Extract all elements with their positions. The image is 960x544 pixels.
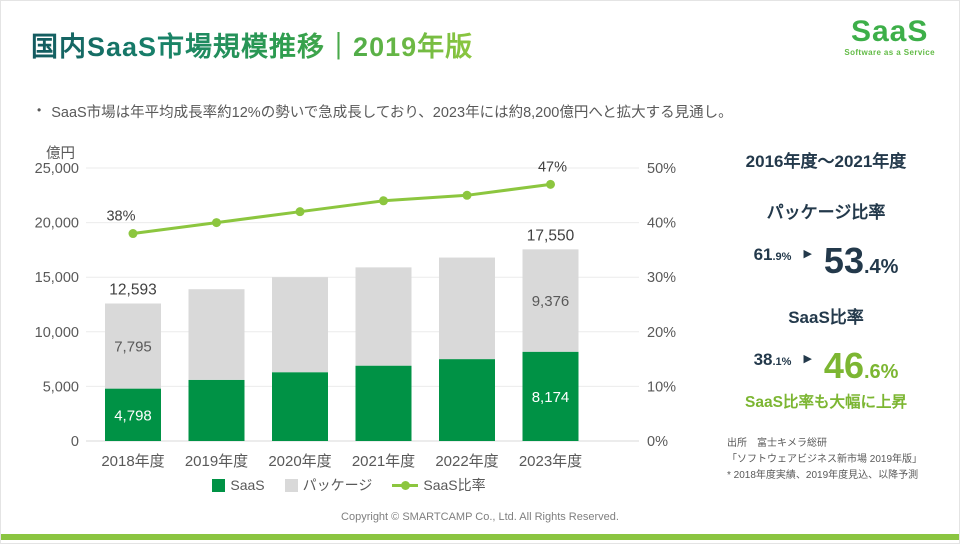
saas-ratio-to: 46.6% xyxy=(823,345,899,386)
y-axis-tick-left: 20,000 xyxy=(35,216,79,232)
saas-value-label: 8,174 xyxy=(532,389,570,406)
legend-item-package: パッケージ xyxy=(284,475,373,495)
source-line: 出所 富士キメラ総研 xyxy=(727,438,827,449)
saas-ratio-change: 38.1% ▶ 46.6% xyxy=(754,348,899,384)
saas-logo: SaaS Software as a Service xyxy=(844,17,935,57)
y-axis-tick-left: 10,000 xyxy=(35,325,79,341)
package-ratio-from: 61.9% xyxy=(753,245,792,264)
bar-total-label: 12,593 xyxy=(109,281,156,298)
x-axis-label: 2019年度 xyxy=(185,453,248,470)
highlight-panel: 2016年度～2021年度 パッケージ比率 61.9% ▶ 53.4% SaaS… xyxy=(701,147,951,484)
panel-note: SaaS比率も大幅に上昇 xyxy=(745,394,907,411)
bar-package-2023年度 xyxy=(522,249,579,352)
saas-value-label: 4,798 xyxy=(114,407,152,424)
bar-package-2022年度 xyxy=(439,257,495,360)
arrow-right-icon: ▶ xyxy=(803,353,812,365)
bottom-accent-bar xyxy=(1,534,959,540)
bar-package-2019年度 xyxy=(188,289,245,380)
y-axis-tick-left: 5,000 xyxy=(43,379,79,395)
ratio-point xyxy=(128,229,138,239)
legend-label-saas: SaaS xyxy=(230,477,265,493)
bar-total-label: 17,550 xyxy=(527,227,575,244)
page-title-text: 国内SaaS市場規模推移｜2019年版 xyxy=(31,32,474,62)
saas-ratio-from: 38.1% xyxy=(753,350,792,369)
legend-label-package: パッケージ xyxy=(302,477,373,493)
y-axis-tick-right: 10% xyxy=(647,379,676,395)
ratio-point xyxy=(295,207,305,217)
y-axis-tick-right: 0% xyxy=(647,434,668,450)
y-axis-tick-left: 15,000 xyxy=(35,270,79,286)
bar-package-2018年度 xyxy=(105,303,161,389)
y-axis-tick-left: 25,000 xyxy=(35,161,79,177)
source-line: * 2018年度実績、2019年度見込、以降予測 xyxy=(727,470,919,481)
arrow-right-icon: ▶ xyxy=(803,248,812,260)
package-value-label: 7,795 xyxy=(114,339,152,356)
legend-item-ratio: SaaS比率 xyxy=(392,475,486,495)
market-size-chart: 億円 0 5,000 10,000 15,000 20,000 25,000 0% 10% 20%… xyxy=(19,137,679,487)
bar-saas-2019年度 xyxy=(188,379,245,441)
ratio-point xyxy=(462,190,472,200)
bullet-marker-icon: • xyxy=(37,103,42,117)
x-axis-label: 2021年度 xyxy=(352,453,415,470)
package-ratio-title: パッケージ比率 xyxy=(766,203,886,222)
saas-logo-subtext: Software as a Service xyxy=(844,48,935,57)
x-axis-label: 2022年度 xyxy=(435,453,498,470)
y-axis-tick-right: 30% xyxy=(647,270,676,286)
legend-item-saas: SaaS xyxy=(212,477,265,493)
ratio-point xyxy=(379,196,388,206)
package-swatch-icon xyxy=(284,478,298,492)
package-value-label: 9,376 xyxy=(532,293,570,310)
ratio-point xyxy=(212,218,221,228)
panel-period: 2016年度～2021年度 xyxy=(745,152,907,171)
chart-legend: SaaS パッケージ SaaS比率 xyxy=(19,475,679,495)
stacked-bar-line-chart: 億円 0 5,000 10,000 15,000 20,000 25,000 0% 10% 20%… xyxy=(35,145,676,470)
y-axis-tick-right: 20% xyxy=(647,325,676,341)
ratio-point xyxy=(546,179,555,189)
source-note: 出所 富士キメラ総研 「ソフトウェアビジネス新市場 2019年版」 * 2018… xyxy=(727,436,922,484)
ratio-line xyxy=(131,182,552,236)
ratio-value-label: 38% xyxy=(106,209,135,225)
bar-saas-2021年度 xyxy=(355,365,412,441)
ratio-value-label: 47% xyxy=(538,159,567,175)
bar-saas-2020年度 xyxy=(272,372,328,441)
bar-package-2020年度 xyxy=(272,277,328,373)
bar-saas-2022年度 xyxy=(439,359,495,441)
x-axis-label: 2023年度 xyxy=(519,453,582,470)
x-axis-label: 2018年度 xyxy=(101,453,164,470)
summary-text: SaaS市場は年平均成長率約12%の勢いで急成長しており、2023年には約8,2… xyxy=(51,105,733,121)
package-ratio-change: 61.9% ▶ 53.4% xyxy=(754,243,899,279)
x-axis-label: 2020年度 xyxy=(268,453,331,470)
package-ratio-to: 53.4% xyxy=(823,240,899,281)
y-axis-tick-left: 0 xyxy=(71,434,79,450)
source-line: 「ソフトウェアビジネス新市場 2019年版」 xyxy=(727,454,923,465)
saas-ratio-title: SaaS比率 xyxy=(788,308,864,327)
page-title: 国内SaaS市場規模推移｜2019年版 xyxy=(31,25,473,64)
y-axis-tick-right: 50% xyxy=(647,161,676,177)
copyright-text: Copyright © SMARTCAMP Co., Ltd. All Righ… xyxy=(341,511,619,523)
summary-bullet: • SaaS市場は年平均成長率約12%の勢いで急成長しており、2023年には約8… xyxy=(37,101,733,122)
bar-package-2021年度 xyxy=(355,267,412,366)
saas-logo-text: SaaS xyxy=(850,15,929,48)
legend-label-ratio: SaaS比率 xyxy=(423,477,486,493)
line-marker-icon xyxy=(392,480,419,490)
saas-swatch-icon xyxy=(212,478,226,492)
y-axis-unit-label: 億円 xyxy=(46,145,75,162)
bar-saas-2018年度 xyxy=(105,388,161,441)
bar-saas-2023年度 xyxy=(522,351,579,441)
y-axis-tick-right: 40% xyxy=(647,216,676,232)
